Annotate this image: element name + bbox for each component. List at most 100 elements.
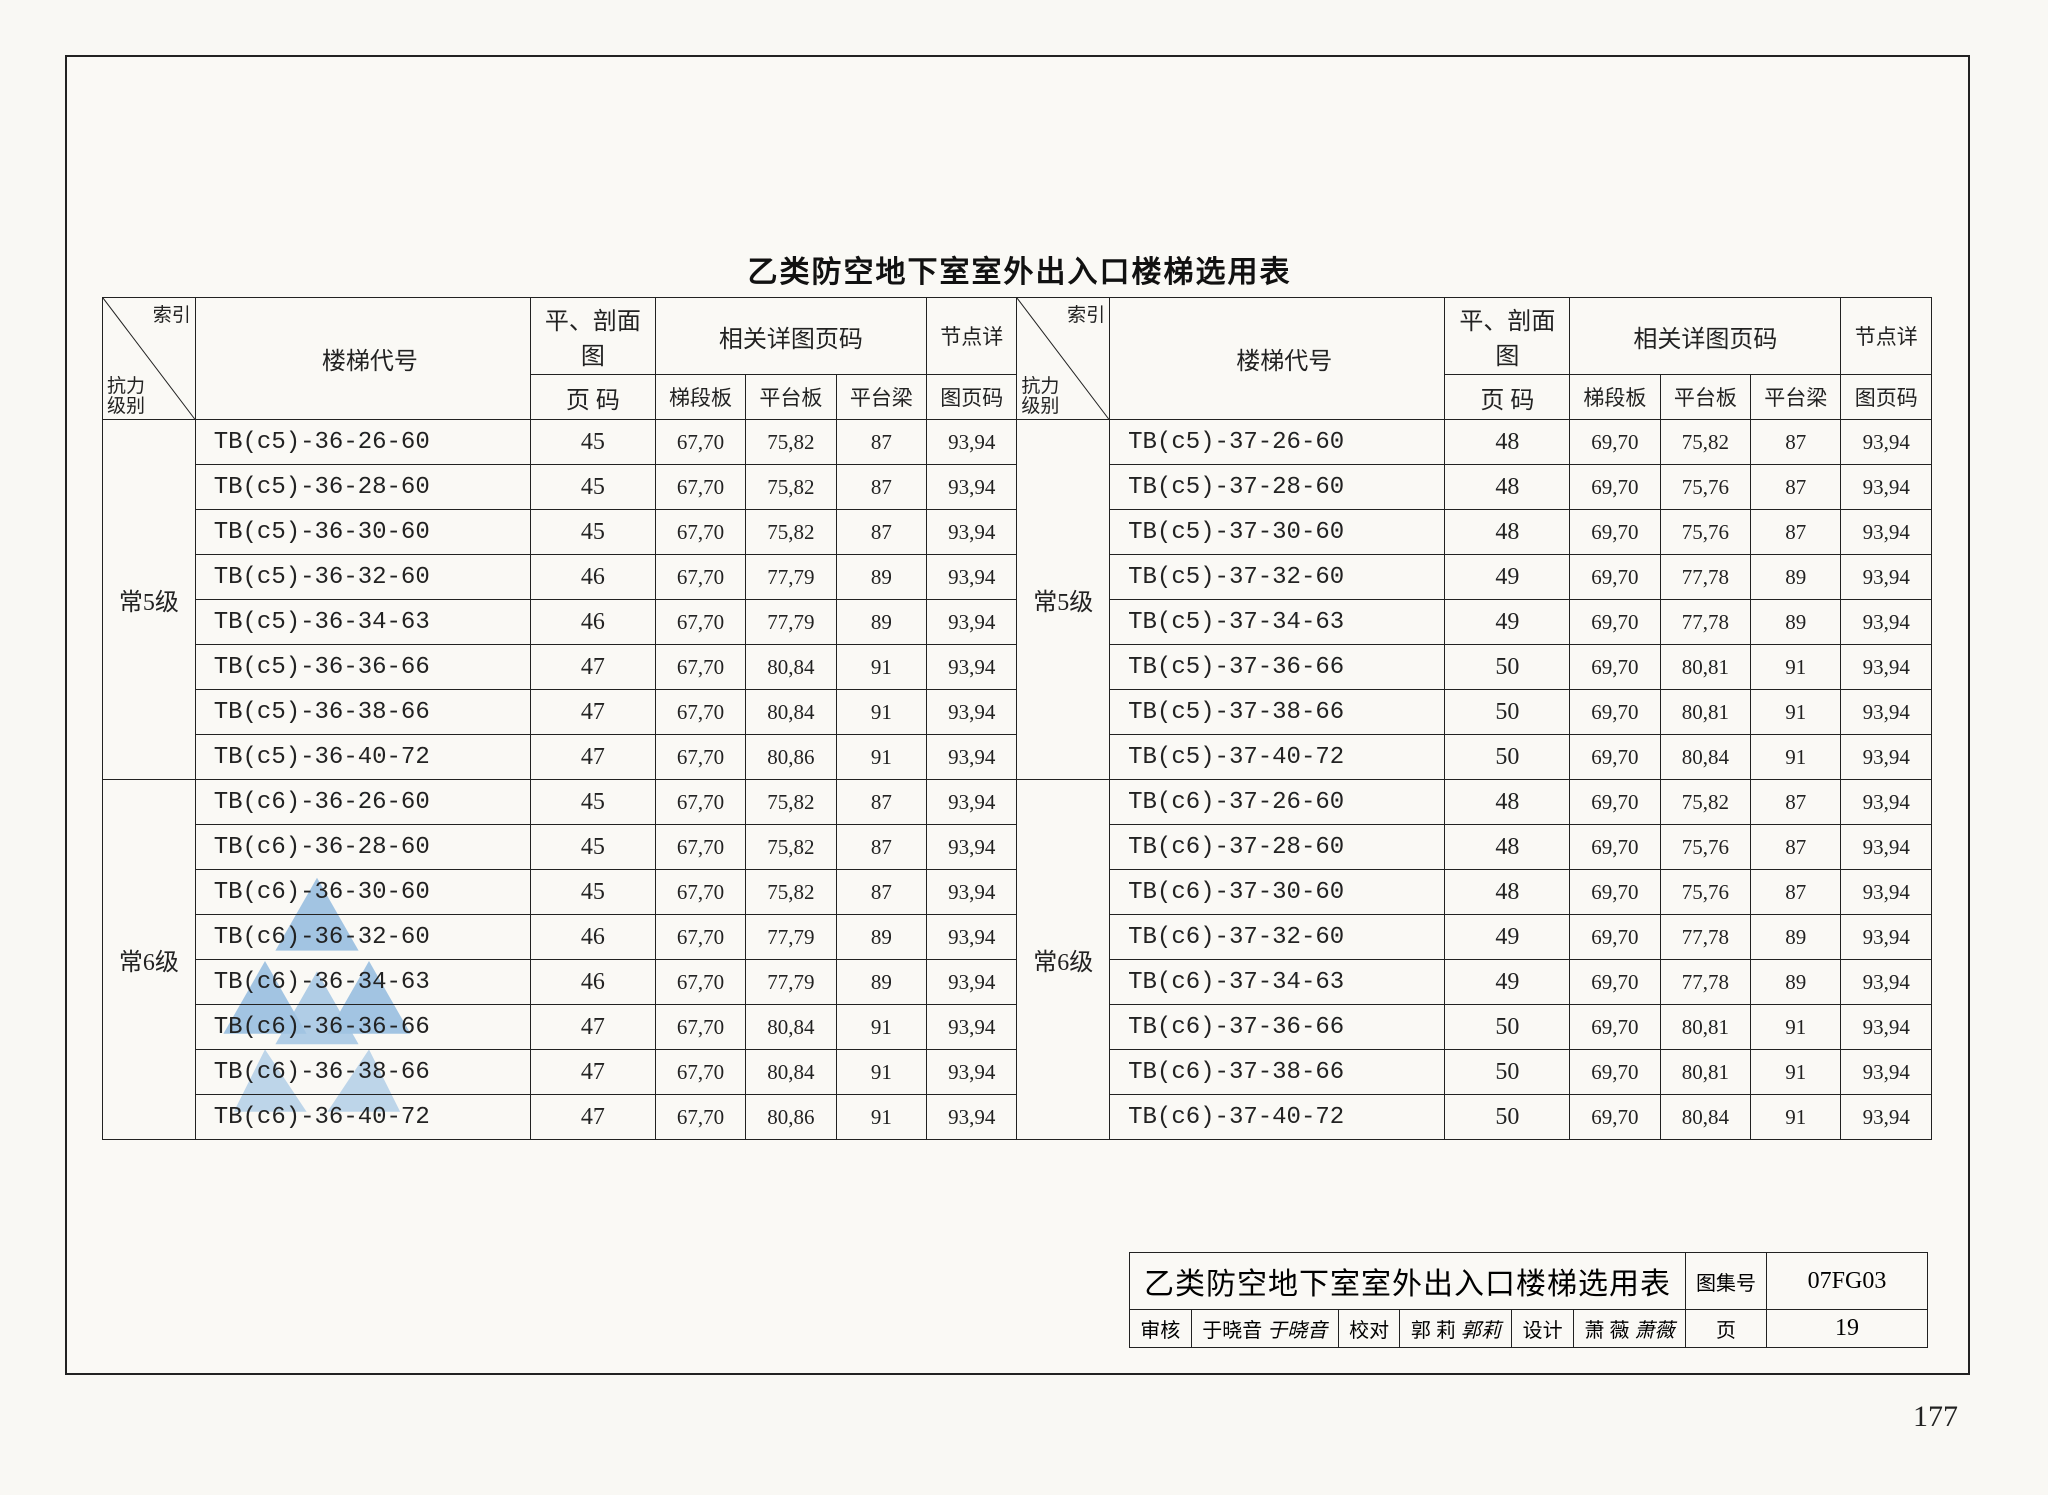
cell-node: 93,94 bbox=[1841, 510, 1932, 555]
page-value: 19 bbox=[1767, 1310, 1928, 1348]
cell-d3: 91 bbox=[1751, 735, 1841, 780]
cell-node: 93,94 bbox=[927, 825, 1017, 870]
cell-d1: 69,70 bbox=[1570, 690, 1660, 735]
cell-d2: 75,76 bbox=[1660, 465, 1750, 510]
cell-node: 93,94 bbox=[1841, 465, 1932, 510]
header-d3: 平台梁 bbox=[836, 375, 926, 420]
cell-page: 45 bbox=[531, 420, 656, 465]
cell-d1: 69,70 bbox=[1570, 915, 1660, 960]
cell-node: 93,94 bbox=[1841, 735, 1932, 780]
cell-code: TB(c6)-36-38-66 bbox=[195, 1050, 530, 1095]
cell-d1: 69,70 bbox=[1570, 420, 1660, 465]
header-d2: 平台板 bbox=[746, 375, 836, 420]
cell-page: 47 bbox=[531, 1095, 656, 1140]
table-row: 常6级TB(c6)-36-26-604567,7075,828793,94常6级… bbox=[103, 780, 1932, 825]
header-diag: 索引 抗力级别 bbox=[103, 298, 196, 420]
header-d3: 平台梁 bbox=[1751, 375, 1841, 420]
cell-d2: 77,78 bbox=[1660, 915, 1750, 960]
page-label: 页 bbox=[1686, 1310, 1767, 1348]
design-label: 设计 bbox=[1512, 1310, 1574, 1348]
cell-node: 93,94 bbox=[1841, 1005, 1932, 1050]
header-node-top: 节点详 bbox=[1841, 298, 1932, 375]
cell-d3: 87 bbox=[836, 465, 926, 510]
header-node-bottom: 图页码 bbox=[1841, 375, 1932, 420]
cell-d3: 87 bbox=[836, 780, 926, 825]
cell-d3: 87 bbox=[836, 825, 926, 870]
cell-node: 93,94 bbox=[927, 465, 1017, 510]
cell-d3: 91 bbox=[1751, 645, 1841, 690]
cell-d1: 67,70 bbox=[655, 780, 745, 825]
cell-code: TB(c6)-36-26-60 bbox=[195, 780, 530, 825]
page-frame: 乙类防空地下室室外出入口楼梯选用表 索引 抗力级别 楼梯代号平、剖面图相关详图页… bbox=[65, 55, 1970, 1375]
cell-d1: 69,70 bbox=[1570, 1005, 1660, 1050]
design-name: 萧 薇 萧薇 bbox=[1573, 1310, 1685, 1348]
cell-page: 47 bbox=[531, 1050, 656, 1095]
cell-d3: 89 bbox=[836, 600, 926, 645]
data-table-container: 索引 抗力级别 楼梯代号平、剖面图相关详图页码节点详 索引 抗力级别 楼梯代号平… bbox=[102, 297, 1932, 1140]
cell-d1: 67,70 bbox=[655, 960, 745, 1005]
cell-d1: 67,70 bbox=[655, 510, 745, 555]
cell-d2: 80,84 bbox=[1660, 1095, 1750, 1140]
header-diag: 索引 抗力级别 bbox=[1017, 298, 1110, 420]
cell-code: TB(c6)-36-40-72 bbox=[195, 1095, 530, 1140]
header-plan-top: 平、剖面图 bbox=[531, 298, 656, 375]
cell-page: 49 bbox=[1445, 600, 1570, 645]
cell-code: TB(c6)-37-26-60 bbox=[1110, 780, 1445, 825]
cell-page: 50 bbox=[1445, 735, 1570, 780]
cell-code: TB(c5)-36-26-60 bbox=[195, 420, 530, 465]
cell-d2: 75,82 bbox=[746, 465, 836, 510]
cell-page: 48 bbox=[1445, 825, 1570, 870]
header-plan-bottom: 页 码 bbox=[1445, 375, 1570, 420]
cell-node: 93,94 bbox=[1841, 780, 1932, 825]
cell-code: TB(c5)-37-40-72 bbox=[1110, 735, 1445, 780]
title-block-title: 乙类防空地下室室外出入口楼梯选用表 bbox=[1130, 1253, 1686, 1310]
cell-d3: 91 bbox=[836, 690, 926, 735]
cell-d3: 87 bbox=[836, 510, 926, 555]
cell-d3: 87 bbox=[1751, 510, 1841, 555]
cell-node: 93,94 bbox=[1841, 1050, 1932, 1095]
cell-d1: 67,70 bbox=[655, 1050, 745, 1095]
cell-d2: 77,79 bbox=[746, 600, 836, 645]
cell-code: TB(c5)-36-30-60 bbox=[195, 510, 530, 555]
cell-d1: 67,70 bbox=[655, 690, 745, 735]
cell-d3: 91 bbox=[836, 645, 926, 690]
header-node-top: 节点详 bbox=[927, 298, 1017, 375]
cell-page: 45 bbox=[531, 465, 656, 510]
cell-code: TB(c6)-36-32-60 bbox=[195, 915, 530, 960]
cell-code: TB(c6)-37-28-60 bbox=[1110, 825, 1445, 870]
cell-d3: 91 bbox=[1751, 690, 1841, 735]
cell-d2: 77,79 bbox=[746, 960, 836, 1005]
cell-d1: 67,70 bbox=[655, 420, 745, 465]
header-detail-group: 相关详图页码 bbox=[1570, 298, 1841, 375]
cell-d1: 69,70 bbox=[1570, 645, 1660, 690]
cell-d3: 87 bbox=[1751, 465, 1841, 510]
cell-d1: 69,70 bbox=[1570, 960, 1660, 1005]
group-label: 常6级 bbox=[1017, 780, 1110, 1140]
cell-d2: 75,82 bbox=[746, 825, 836, 870]
cell-node: 93,94 bbox=[927, 510, 1017, 555]
cell-d2: 80,84 bbox=[746, 690, 836, 735]
cell-page: 46 bbox=[531, 600, 656, 645]
cell-page: 46 bbox=[531, 555, 656, 600]
cell-node: 93,94 bbox=[1841, 1095, 1932, 1140]
cell-d1: 67,70 bbox=[655, 870, 745, 915]
cell-d3: 87 bbox=[1751, 420, 1841, 465]
cell-d1: 69,70 bbox=[1570, 780, 1660, 825]
cell-d2: 75,82 bbox=[1660, 780, 1750, 825]
cell-code: TB(c6)-37-40-72 bbox=[1110, 1095, 1445, 1140]
cell-d3: 89 bbox=[1751, 600, 1841, 645]
cell-d2: 77,78 bbox=[1660, 555, 1750, 600]
cell-page: 48 bbox=[1445, 465, 1570, 510]
header-node-bottom: 图页码 bbox=[927, 375, 1017, 420]
cell-d3: 87 bbox=[1751, 780, 1841, 825]
cell-d1: 67,70 bbox=[655, 600, 745, 645]
cell-code: TB(c5)-36-38-66 bbox=[195, 690, 530, 735]
cell-page: 50 bbox=[1445, 1095, 1570, 1140]
cell-code: TB(c6)-37-30-60 bbox=[1110, 870, 1445, 915]
cell-code: TB(c5)-37-30-60 bbox=[1110, 510, 1445, 555]
cell-node: 93,94 bbox=[1841, 960, 1932, 1005]
header-detail-group: 相关详图页码 bbox=[655, 298, 926, 375]
cell-d2: 80,81 bbox=[1660, 690, 1750, 735]
cell-page: 49 bbox=[1445, 555, 1570, 600]
cell-d3: 91 bbox=[836, 1005, 926, 1050]
